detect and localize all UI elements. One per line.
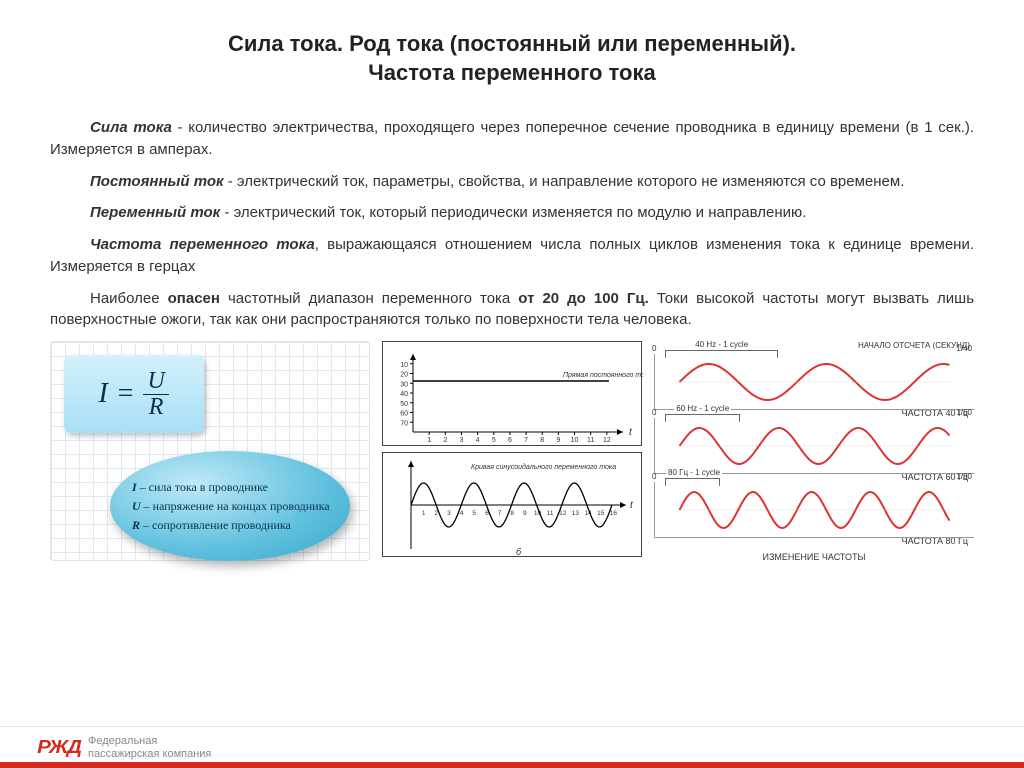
svg-text:50: 50 [400, 401, 408, 408]
ac-graph-svg: 12345678910111213141516Кривая синусоидал… [383, 453, 643, 558]
para-ac: Переменный ток - электрический ток, кото… [50, 202, 974, 224]
svg-text:б: б [516, 547, 522, 557]
svg-text:2: 2 [443, 437, 447, 444]
legend-u: U – напряжение на концах проводника [132, 499, 328, 514]
svg-text:9: 9 [523, 510, 527, 517]
legend-bubble: I – сила тока в проводнике U – напряжени… [110, 451, 350, 561]
svg-text:5: 5 [472, 510, 476, 517]
svg-text:16: 16 [610, 510, 618, 517]
graphs-column: 70605040302010123456789101112Прямая пост… [382, 341, 642, 557]
svg-text:11: 11 [587, 437, 594, 444]
para-frequency: Частота переменного тока, выражающаяся о… [50, 234, 974, 278]
rzd-logo: РЖД [37, 737, 81, 758]
svg-text:7: 7 [524, 437, 528, 444]
svg-text:t: t [629, 427, 633, 438]
dc-graph-svg: 70605040302010123456789101112Прямая пост… [383, 342, 643, 447]
svg-text:8: 8 [510, 510, 514, 517]
freq-rows: 01/4040 Hz - 1 cycleЧАСТОТА 40 Гц01/6060… [654, 354, 974, 546]
formula-block: I = U R I – сила тока в проводнике U – н… [50, 341, 370, 561]
bottom-row: I = U R I – сила тока в проводнике U – н… [50, 341, 974, 562]
svg-text:60: 60 [400, 411, 408, 418]
svg-text:40: 40 [400, 391, 408, 398]
body-text: Сила тока - количество электричества, пр… [50, 117, 974, 331]
svg-text:70: 70 [400, 420, 408, 427]
svg-text:13: 13 [572, 510, 580, 517]
footer-company: Федеральная пассажирская компания [88, 735, 211, 759]
svg-text:7: 7 [498, 510, 502, 517]
freq-row-40: 01/4040 Hz - 1 cycle [654, 354, 974, 410]
svg-text:12: 12 [559, 510, 567, 517]
svg-text:3: 3 [447, 510, 451, 517]
title-line-2: Частота переменного тока [368, 60, 655, 85]
svg-text:Прямая постоянного тока: Прямая постоянного тока [563, 372, 643, 379]
para-danger: Наиболее опасен частотный диапазон перем… [50, 288, 974, 332]
title-line-1: Сила тока. Род тока (постоянный или пере… [228, 31, 796, 56]
svg-text:10: 10 [400, 362, 408, 369]
freq-axis-caption: ИЗМЕНЕНИЕ ЧАСТОТЫ [654, 552, 974, 562]
svg-text:6: 6 [508, 437, 512, 444]
frequency-column: НАЧАЛО ОТСЧЕТА (СЕКУНД) 01/4040 Hz - 1 c… [654, 341, 974, 562]
svg-text:12: 12 [603, 437, 611, 444]
svg-text:8: 8 [540, 437, 544, 444]
footer-red-bar [0, 762, 1024, 768]
dc-graph: 70605040302010123456789101112Прямая пост… [382, 341, 642, 446]
slide: Сила тока. Род тока (постоянный или пере… [0, 0, 1024, 768]
legend-r: R – сопротивление проводника [132, 518, 328, 533]
svg-text:9: 9 [556, 437, 560, 444]
formula-card: I = U R [64, 355, 204, 433]
svg-text:30: 30 [400, 381, 408, 388]
svg-text:t: t [630, 500, 634, 511]
svg-text:5: 5 [492, 437, 496, 444]
svg-text:1: 1 [427, 437, 431, 444]
svg-text:Кривая синусоидального перемен: Кривая синусоидального переменного тока [471, 463, 616, 471]
freq-row-80: 01/8080 Гц - 1 cycle [654, 482, 974, 538]
svg-text:4: 4 [476, 437, 480, 444]
slide-title: Сила тока. Род тока (постоянный или пере… [50, 30, 974, 87]
svg-text:4: 4 [460, 510, 464, 517]
para-dc: Постоянный ток - электрический ток, пара… [50, 171, 974, 193]
svg-text:1: 1 [422, 510, 426, 517]
svg-text:а: а [515, 444, 520, 447]
svg-text:15: 15 [597, 510, 605, 517]
ac-graph: 12345678910111213141516Кривая синусоидал… [382, 452, 642, 557]
freq-row-60: 01/6060 Hz - 1 cycle [654, 418, 974, 474]
para-current-strength: Сила тока - количество электричества, пр… [50, 117, 974, 161]
legend-i: I – сила тока в проводнике [132, 480, 328, 495]
ohms-law-formula: I = U R [99, 369, 170, 420]
svg-text:11: 11 [547, 510, 554, 517]
svg-text:3: 3 [460, 437, 464, 444]
svg-text:20: 20 [400, 372, 408, 379]
svg-text:10: 10 [571, 437, 579, 444]
footer: РЖД Федеральная пассажирская компания [0, 726, 1024, 768]
